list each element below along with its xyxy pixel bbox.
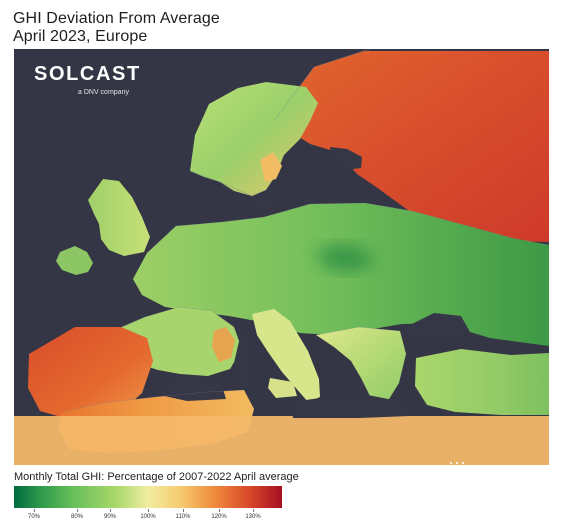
legend-tick bbox=[148, 509, 149, 512]
legend-colorbar bbox=[14, 486, 282, 508]
mediterranean-east-water bbox=[291, 393, 409, 418]
legend-tick bbox=[77, 509, 78, 512]
italy-region bbox=[252, 309, 320, 402]
legend-caption: Monthly Total GHI: Percentage of 2007-20… bbox=[14, 471, 299, 483]
legend: Monthly Total GHI: Percentage of 2007-20… bbox=[14, 471, 354, 521]
legend-labels: 70% 80% 90% 100% 110% 120% 130% bbox=[14, 513, 282, 523]
legend-ticks bbox=[14, 509, 282, 517]
border-line bbox=[273, 49, 371, 122]
map-frame: SOLCAST a DNV company bbox=[14, 49, 549, 465]
gulf-finland-water bbox=[330, 147, 362, 170]
legend-label-110: 110% bbox=[175, 514, 191, 520]
central-eastern-europe-region bbox=[133, 203, 549, 346]
legend-tick bbox=[34, 509, 35, 512]
legend-tick bbox=[253, 509, 254, 512]
border-line bbox=[116, 306, 235, 330]
border-line bbox=[61, 389, 245, 413]
mediterranean-west-water bbox=[160, 374, 226, 401]
solcast-logo: SOLCAST a DNV company bbox=[34, 63, 154, 101]
legend-label-120: 120% bbox=[211, 514, 227, 520]
great-britain-region bbox=[88, 179, 150, 256]
border-line bbox=[315, 326, 401, 336]
border-line bbox=[146, 202, 549, 254]
legend-tick bbox=[183, 509, 184, 512]
tyrrhenian-water bbox=[233, 333, 252, 389]
black-sea-water bbox=[406, 313, 470, 342]
legend-label-130: 130% bbox=[245, 514, 261, 520]
logo-wordmark: SOLCAST bbox=[34, 63, 141, 85]
finland-russia-region bbox=[274, 49, 549, 242]
title-line-1: GHI Deviation From Average bbox=[13, 10, 220, 27]
legend-label-80: 80% bbox=[70, 514, 84, 520]
border-line bbox=[189, 170, 267, 197]
iberia-region bbox=[28, 327, 153, 421]
logo-subtitle: a DNV company bbox=[78, 89, 129, 96]
scandinavia-region bbox=[190, 82, 318, 196]
dot-icon bbox=[456, 462, 458, 464]
baltic-island bbox=[260, 152, 282, 182]
sicily-region bbox=[268, 378, 297, 398]
dot-icon bbox=[462, 462, 464, 464]
legend-label-100: 100% bbox=[140, 514, 156, 520]
title-line-2: April 2023, Europe bbox=[13, 28, 148, 45]
dots-graphic bbox=[450, 462, 464, 464]
green-core-region bbox=[314, 244, 375, 272]
dot-icon bbox=[450, 462, 452, 464]
balkans-region bbox=[316, 327, 406, 404]
turkey-region bbox=[415, 349, 549, 415]
ireland-region bbox=[56, 246, 93, 275]
baltic-water bbox=[251, 193, 280, 209]
legend-tick bbox=[110, 509, 111, 512]
europe-map bbox=[14, 49, 549, 465]
corsica-sardinia-region bbox=[212, 327, 235, 362]
legend-tick bbox=[219, 509, 220, 512]
title-block: GHI Deviation From Average April 2023, E… bbox=[13, 10, 220, 46]
legend-label-90: 90% bbox=[103, 514, 117, 520]
legend-label-70: 70% bbox=[27, 514, 41, 520]
map-top-border bbox=[14, 49, 549, 51]
south-fill-region bbox=[14, 416, 549, 465]
